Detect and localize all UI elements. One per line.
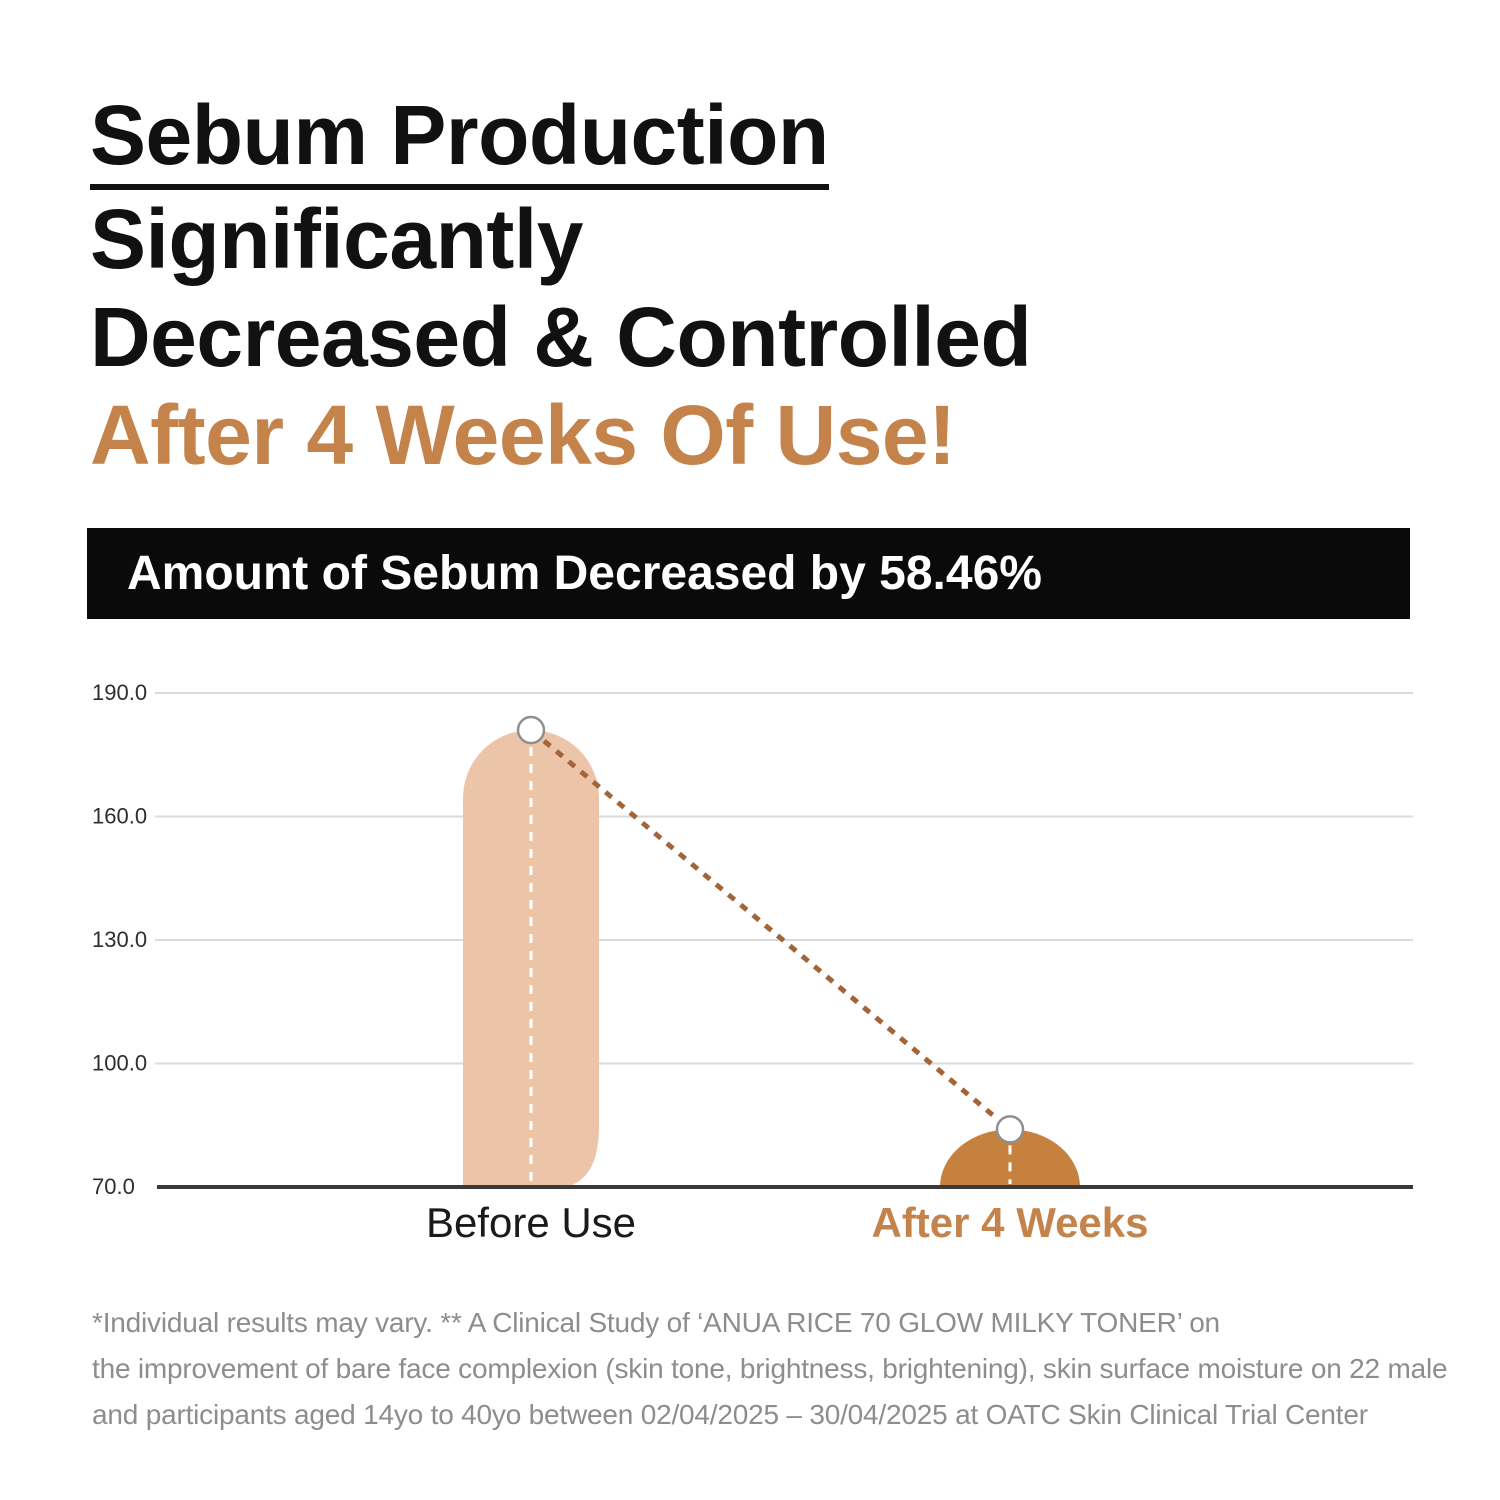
- gridlines: [155, 692, 1413, 1065]
- x-label-before-use: Before Use: [426, 1199, 636, 1246]
- disclaimer-line-3: and participants aged 14yo to 40yo betwe…: [92, 1399, 1368, 1430]
- disclaimer: *Individual results may vary. ** A Clini…: [92, 1300, 1472, 1438]
- chart-title: Amount of Sebum Decreased by 58.46%: [127, 547, 1042, 600]
- bar-after-4-weeks: [940, 1129, 1080, 1187]
- headline-underlined-text: Sebum Production: [90, 89, 829, 190]
- headline-line-4: After 4 Weeks Of Use!: [90, 388, 956, 482]
- y-axis-tick-label: 160.0: [92, 804, 147, 829]
- sebum-chart: 190.0 160.0 130.0 100.0 70.0 Before Use Afte…: [92, 680, 1413, 1246]
- x-label-after-4-weeks: After 4 Weeks: [871, 1199, 1148, 1246]
- chart-title-banner: Amount of Sebum Decreased by 58.46%: [87, 528, 1410, 619]
- y-axis-tick-labels: 190.0 160.0 130.0 100.0 70.0: [92, 680, 147, 1199]
- y-axis-tick-label: 70.0: [92, 1174, 135, 1199]
- disclaimer-line-1: *Individual results may vary. ** A Clini…: [92, 1307, 1220, 1338]
- y-axis-tick-label: 190.0: [92, 680, 147, 705]
- headline-line-2: Significantly: [90, 192, 583, 286]
- before-peak-marker: [516, 715, 546, 745]
- y-axis-tick-label: 130.0: [92, 927, 147, 952]
- headline-line-1: Sebum Production: [90, 86, 1031, 190]
- disclaimer-line-2: the improvement of bare face complexion …: [92, 1353, 1448, 1384]
- after-peak-marker: [995, 1115, 1025, 1144]
- headline-line-3: Decreased & Controlled: [90, 290, 1032, 384]
- headline: Sebum Production Significantly Decreased…: [90, 86, 1032, 484]
- y-axis-tick-label: 100.0: [92, 1051, 147, 1076]
- trend-connector-dotted-line: [542, 738, 999, 1121]
